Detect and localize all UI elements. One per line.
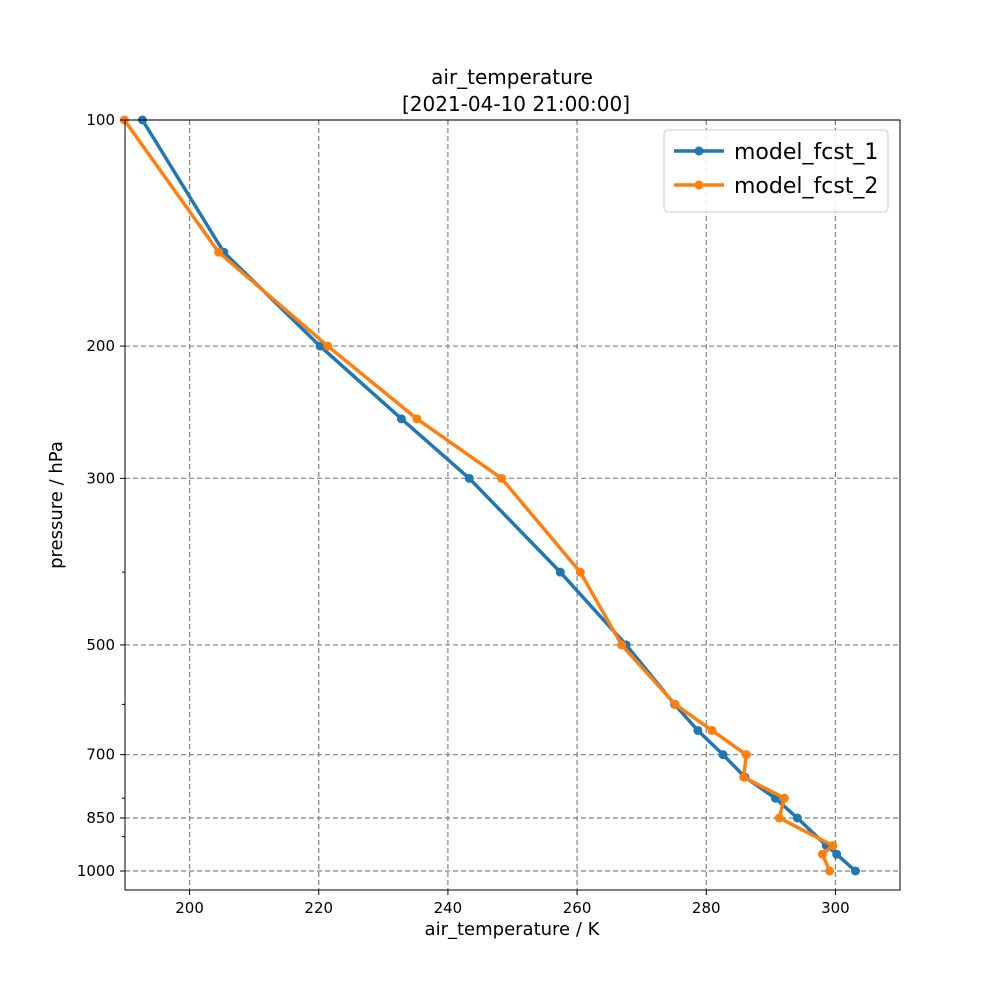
data-point <box>575 567 585 577</box>
data-point <box>693 725 703 735</box>
x-tick-label: 240 <box>434 899 463 917</box>
y-tick-label: 100 <box>86 111 115 129</box>
y-tick-label: 200 <box>86 337 115 355</box>
data-point <box>214 247 224 257</box>
data-point <box>779 793 789 803</box>
data-point <box>464 473 474 483</box>
series-model_fcst_1 <box>137 115 860 876</box>
series-line <box>122 118 835 872</box>
data-point <box>792 813 802 823</box>
x-tick-label: 280 <box>692 899 721 917</box>
series-model_fcst_2 <box>119 115 838 876</box>
legend-label: model_fcst_1 <box>734 140 878 165</box>
legend-label: model_fcst_2 <box>734 174 878 199</box>
data-point <box>741 750 751 760</box>
y-tick-label: 500 <box>86 636 115 654</box>
y-tick-label: 1000 <box>77 862 115 880</box>
ticks: 200 220 240 260 280 300 100 200 300 500 700 850 1000 <box>77 111 850 917</box>
data-point <box>323 341 333 351</box>
x-tick-label: 300 <box>821 899 850 917</box>
y-axis-label: pressure / hPa <box>46 441 67 569</box>
x-tick-label: 200 <box>175 899 204 917</box>
chart-title: air_temperature <box>431 65 593 89</box>
x-tick-label: 260 <box>563 899 592 917</box>
x-tick-label: 220 <box>304 899 333 917</box>
data-point <box>832 849 842 859</box>
data-point <box>497 473 507 483</box>
data-point <box>739 772 749 782</box>
x-axis-label: air_temperature / K <box>425 919 601 940</box>
y-tick-label: 850 <box>86 809 115 827</box>
data-point <box>707 725 717 735</box>
y-tick-label: 300 <box>86 469 115 487</box>
data-point <box>670 699 680 709</box>
data-point <box>825 866 835 876</box>
legend-item: model_fcst_2 <box>674 174 878 199</box>
data-point <box>718 750 728 760</box>
data-point <box>396 414 406 424</box>
y-tick-label: 700 <box>86 746 115 764</box>
legend-marker <box>694 180 704 190</box>
series-line <box>140 119 857 873</box>
grid <box>125 119 900 890</box>
data-point <box>617 640 627 650</box>
series-layer <box>119 115 860 876</box>
data-point <box>774 813 784 823</box>
data-point <box>828 841 838 851</box>
data-point <box>315 341 325 351</box>
data-point <box>412 414 422 424</box>
chart-subtitle: [2021-04-10 21:00:00] <box>402 92 630 116</box>
data-point <box>818 849 827 859</box>
plot-frame <box>124 119 901 891</box>
legend: model_fcst_1 model_fcst_2 <box>663 129 889 213</box>
legend-marker <box>694 146 704 156</box>
legend-item: model_fcst_1 <box>674 140 878 165</box>
data-point <box>555 567 565 577</box>
data-point <box>850 866 860 876</box>
